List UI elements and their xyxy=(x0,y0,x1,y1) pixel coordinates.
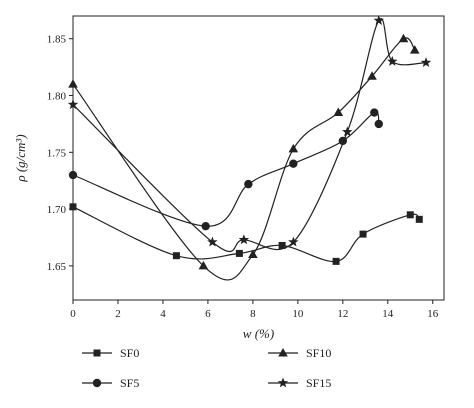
series-sf15-point xyxy=(342,126,353,137)
y-tick-label: 1.75 xyxy=(47,147,67,159)
series-sf0-point xyxy=(172,252,180,260)
series-sf0-line xyxy=(72,206,420,263)
series-sf0-point xyxy=(406,211,414,219)
series-sf10-point xyxy=(198,260,209,270)
series-sf10-point xyxy=(409,45,420,54)
legend-label: SF10 xyxy=(306,346,331,360)
series-sf10-point xyxy=(398,33,409,43)
series-sf10-point xyxy=(68,79,78,88)
y-axis: 1.65 1.70 1.75 1.80 1.85 xyxy=(47,34,73,273)
legend-item-sf15: SF15 xyxy=(268,376,331,390)
series-sf10 xyxy=(68,33,420,281)
series-sf0-point xyxy=(278,241,286,249)
plot-border xyxy=(72,15,445,301)
y-tick-label: 1.65 xyxy=(47,261,67,273)
series-sf15-point xyxy=(373,15,384,25)
legend-item-sf10: SF10 xyxy=(268,346,331,360)
series-sf15-point xyxy=(238,234,250,245)
legend-marker xyxy=(278,348,288,357)
series-sf0-point xyxy=(332,257,340,265)
series-sf0 xyxy=(69,203,423,265)
x-tick-label: 6 xyxy=(205,308,211,320)
legend-label: SF5 xyxy=(120,376,139,390)
series-sf5-point xyxy=(289,159,298,168)
series-sf0-point xyxy=(359,230,367,238)
series-sf10-point xyxy=(333,107,344,117)
legend-item-sf0: SF0 xyxy=(82,346,139,360)
y-tick-label: 1.70 xyxy=(47,204,67,216)
series-sf15-line xyxy=(72,17,427,253)
legend: SF0 SF5 SF10 SF15 xyxy=(82,346,331,390)
legend-item-sf5: SF5 xyxy=(82,376,139,390)
series-sf5-point xyxy=(201,221,210,231)
plot-frame xyxy=(72,15,445,301)
series-sf15-point xyxy=(420,57,432,67)
legend-label: SF0 xyxy=(120,346,139,360)
legend-marker xyxy=(277,377,289,388)
x-tick-label: 8 xyxy=(250,308,256,320)
series-sf5-point xyxy=(68,170,78,180)
x-axis-label: w (%) xyxy=(243,326,274,341)
y-tick-label: 1.85 xyxy=(47,34,67,46)
series-sf10-point xyxy=(248,249,258,259)
x-tick-label: 12 xyxy=(337,308,348,320)
x-tick-label: 4 xyxy=(160,308,166,320)
series-sf0-point xyxy=(415,215,423,223)
series-sf0-point xyxy=(235,249,243,257)
series-sf5-point xyxy=(374,119,383,129)
legend-label: SF15 xyxy=(306,376,331,390)
x-tick-label: 14 xyxy=(382,308,394,320)
series-sf15-point xyxy=(387,55,398,66)
series-sf10-point xyxy=(367,71,377,80)
series-sf15-point xyxy=(288,236,299,247)
series-sf5-point xyxy=(370,108,379,117)
legend-marker xyxy=(93,349,101,357)
series-sf5-point xyxy=(244,179,253,189)
series-sf5 xyxy=(68,108,383,231)
x-tick-label: 0 xyxy=(70,308,76,320)
y-tick-label: 1.80 xyxy=(47,91,67,103)
series-sf15-point xyxy=(207,236,218,247)
series-sf15-point xyxy=(67,99,79,110)
x-axis: 0 2 4 6 8 10 12 14 16 xyxy=(70,300,439,320)
series-sf0-point xyxy=(69,203,77,211)
x-tick-label: 16 xyxy=(427,308,439,320)
series-sf10-point xyxy=(288,143,299,153)
series-sf15 xyxy=(67,15,432,253)
x-tick-label: 2 xyxy=(115,308,121,320)
y-axis-label: ρ (g/cm³) xyxy=(13,134,28,182)
x-tick-label: 10 xyxy=(292,308,304,320)
series-layer xyxy=(67,15,432,281)
legend-marker xyxy=(92,378,102,388)
